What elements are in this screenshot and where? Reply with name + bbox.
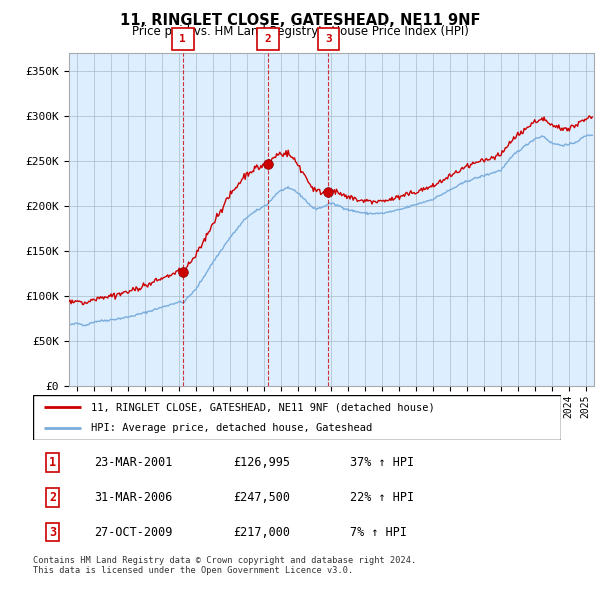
Text: 23-MAR-2001: 23-MAR-2001 bbox=[94, 455, 172, 468]
Text: 27-OCT-2009: 27-OCT-2009 bbox=[94, 526, 172, 539]
Text: 1: 1 bbox=[179, 34, 186, 44]
Text: 22% ↑ HPI: 22% ↑ HPI bbox=[350, 490, 414, 504]
Text: 7% ↑ HPI: 7% ↑ HPI bbox=[350, 526, 407, 539]
Text: HPI: Average price, detached house, Gateshead: HPI: Average price, detached house, Gate… bbox=[91, 422, 373, 432]
Text: 1: 1 bbox=[49, 455, 56, 468]
Text: 2: 2 bbox=[49, 490, 56, 504]
Text: 3: 3 bbox=[325, 34, 332, 44]
Text: 11, RINGLET CLOSE, GATESHEAD, NE11 9NF (detached house): 11, RINGLET CLOSE, GATESHEAD, NE11 9NF (… bbox=[91, 402, 435, 412]
Text: 2: 2 bbox=[265, 34, 271, 44]
FancyBboxPatch shape bbox=[33, 395, 561, 440]
Text: £217,000: £217,000 bbox=[233, 526, 290, 539]
Text: 3: 3 bbox=[49, 526, 56, 539]
Text: 31-MAR-2006: 31-MAR-2006 bbox=[94, 490, 172, 504]
Text: Contains HM Land Registry data © Crown copyright and database right 2024.
This d: Contains HM Land Registry data © Crown c… bbox=[33, 556, 416, 575]
Text: 37% ↑ HPI: 37% ↑ HPI bbox=[350, 455, 414, 468]
Text: Price paid vs. HM Land Registry's House Price Index (HPI): Price paid vs. HM Land Registry's House … bbox=[131, 25, 469, 38]
Text: £247,500: £247,500 bbox=[233, 490, 290, 504]
Text: 11, RINGLET CLOSE, GATESHEAD, NE11 9NF: 11, RINGLET CLOSE, GATESHEAD, NE11 9NF bbox=[120, 13, 480, 28]
Text: £126,995: £126,995 bbox=[233, 455, 290, 468]
